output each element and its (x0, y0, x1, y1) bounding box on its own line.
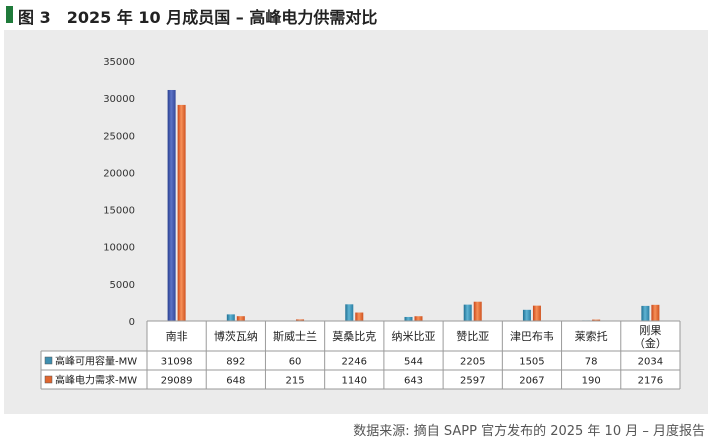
y-tick-label: 0 (129, 317, 135, 328)
category-label: 莫桑比克 (332, 330, 376, 343)
legend-series-name: 高峰可用容量-MW (55, 355, 137, 368)
bar-capacity-3 (345, 304, 354, 321)
legend-swatch (44, 375, 53, 384)
data-source-note: 数据来源: 摘自 SAPP 官方发布的 2025 年 10 月 – 月度报告 (353, 424, 705, 439)
category-label: 斯威士兰 (273, 330, 317, 343)
table-value-cell: 78 (585, 357, 598, 368)
category-label: 博茨瓦纳 (214, 329, 258, 343)
table-value-cell: 1505 (519, 357, 544, 368)
bar-capacity-4 (404, 316, 413, 321)
y-tick-label: 25000 (103, 131, 135, 142)
bar-demand-0 (177, 104, 186, 322)
bar-demand-4 (414, 316, 423, 321)
bar-demand-8 (651, 304, 660, 321)
table-value-cell: 2205 (460, 357, 485, 368)
bar-demand-3 (355, 312, 364, 321)
table-value-cell: 892 (226, 357, 245, 368)
category-label: 刚果（金） (634, 324, 667, 350)
table-value-cell: 60 (289, 357, 302, 368)
bar-capacity-8 (641, 305, 650, 321)
category-label: 南非 (166, 330, 188, 343)
bar-demand-1 (236, 316, 245, 321)
table-value-cell: 643 (404, 376, 423, 387)
y-tick-label: 15000 (103, 206, 135, 217)
table-value-cell: 2246 (342, 357, 367, 368)
table-value-cell: 31098 (161, 357, 193, 368)
y-tick-label: 35000 (103, 57, 135, 68)
legend-swatch (44, 356, 53, 365)
bar-demand-2 (296, 319, 305, 321)
table-bg (147, 321, 680, 389)
bar-capacity-6 (522, 309, 531, 321)
table-value-cell: 544 (404, 357, 423, 368)
bar-capacity-1 (226, 314, 235, 321)
title-bar: 图 3 2025 年 10 月成员国 – 高峰电力供需对比 (0, 0, 713, 30)
y-tick-label: 5000 (110, 280, 135, 291)
table-value-cell: 2034 (638, 357, 663, 368)
y-tick-label: 20000 (103, 168, 135, 179)
table-value-cell: 648 (226, 376, 245, 387)
category-label: 纳米比亚 (392, 330, 436, 343)
table-value-cell: 1140 (342, 376, 367, 387)
title-marker (6, 6, 13, 23)
y-tick-label: 10000 (103, 243, 135, 254)
table-value-cell: 2597 (460, 376, 485, 387)
bar-demand-6 (532, 305, 541, 321)
bar-capacity-5 (463, 304, 472, 321)
table-value-cell: 2067 (519, 376, 544, 387)
bar-demand-5 (473, 301, 482, 321)
bar-capacity-0 (167, 89, 176, 321)
category-label: 莱索托 (575, 329, 608, 343)
chart-panel: 0 5000 10000 15000 20000 25000 30000 35000 南非 博茨… (4, 30, 708, 414)
y-tick-label: 30000 (103, 94, 135, 105)
table-value-cell: 215 (286, 376, 305, 387)
table-value-cell: 29089 (161, 376, 193, 387)
figure-title: 图 3 2025 年 10 月成员国 – 高峰电力供需对比 (18, 8, 378, 27)
category-label: 津巴布韦 (510, 330, 554, 343)
legend-series-name: 高峰电力需求-MW (55, 374, 137, 387)
table-value-cell: 2176 (638, 376, 663, 387)
category-label: 赞比亚 (456, 330, 489, 343)
table-value-cell: 190 (582, 376, 601, 387)
bar-demand-7 (592, 319, 601, 321)
bar-chart: 0 5000 10000 15000 20000 25000 30000 35000 南非 博茨… (40, 57, 681, 390)
